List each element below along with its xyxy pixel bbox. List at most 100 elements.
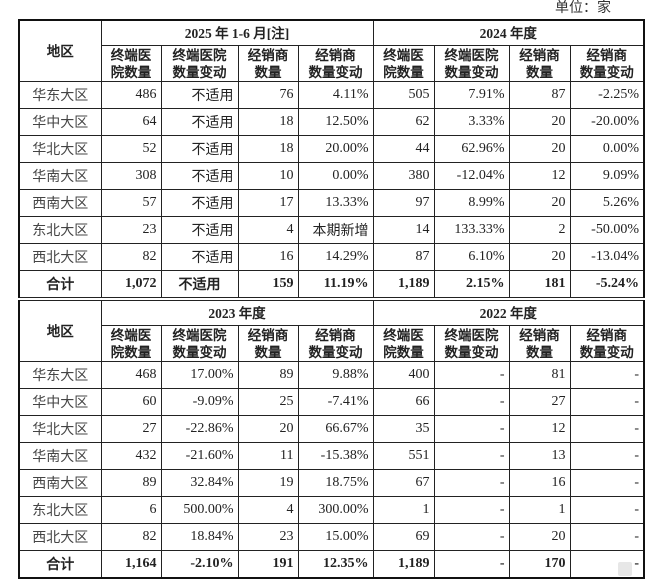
value-cell: 5.26% bbox=[569, 189, 645, 217]
table-row: 华东大区 486 不适用 76 4.11% 505 7.91% 87 -2.25% bbox=[18, 81, 645, 109]
value-cell: 500.00% bbox=[160, 496, 239, 524]
column-header: 终端医 院数量 bbox=[372, 45, 435, 82]
value-cell: 97 bbox=[372, 189, 435, 217]
value-cell: 7.91% bbox=[433, 81, 510, 109]
value-cell: - bbox=[569, 550, 645, 579]
value-cell: - bbox=[433, 388, 510, 416]
value-cell: 133.33% bbox=[433, 216, 510, 244]
total-row: 合计 1,164 -2.10% 191 12.35% 1,189-170- bbox=[18, 550, 645, 579]
region-cell: 华东大区 bbox=[18, 81, 102, 109]
value-cell: 4 bbox=[237, 496, 299, 524]
region-cell: 西北大区 bbox=[18, 523, 102, 551]
value-cell: 12.50% bbox=[297, 108, 374, 136]
value-cell: 170 bbox=[508, 550, 571, 579]
value-cell: 不适用 bbox=[160, 270, 239, 298]
value-cell: 191 bbox=[237, 550, 299, 579]
value-cell: 66 bbox=[372, 388, 435, 416]
region-cell: 华南大区 bbox=[18, 442, 102, 470]
value-cell: - bbox=[569, 523, 645, 551]
value-cell: 82 bbox=[100, 243, 162, 271]
value-cell: -9.09% bbox=[160, 388, 239, 416]
value-cell: 27 bbox=[508, 388, 571, 416]
value-cell: 13 bbox=[508, 442, 571, 470]
column-header: 经销商 数量变动 bbox=[569, 45, 645, 82]
value-cell: 13.33% bbox=[297, 189, 374, 217]
value-cell: 1 bbox=[372, 496, 435, 524]
value-cell: 23 bbox=[100, 216, 162, 244]
table-row: 华南大区 432 -21.60% 11 -15.38% 551-13- bbox=[18, 442, 645, 470]
value-cell: 300.00% bbox=[297, 496, 374, 524]
period-header-row: 地区 2025 年 1-6 月[注] 2024 年度 bbox=[18, 19, 645, 82]
value-cell: 18.75% bbox=[297, 469, 374, 497]
value-cell: 不适用 bbox=[160, 189, 239, 217]
period-header: 2025 年 1-6 月[注] bbox=[100, 19, 374, 46]
value-cell: 62.96% bbox=[433, 135, 510, 163]
region-cell: 华东大区 bbox=[18, 361, 102, 389]
region-cell: 东北大区 bbox=[18, 216, 102, 244]
value-cell: -13.04% bbox=[569, 243, 645, 271]
value-cell: 23 bbox=[237, 523, 299, 551]
column-header: 经销商 数量变动 bbox=[297, 325, 374, 362]
column-header: 经销商 数量 bbox=[508, 45, 571, 82]
value-cell: -7.41% bbox=[297, 388, 374, 416]
value-cell: 76 bbox=[237, 81, 299, 109]
value-cell: 9.88% bbox=[297, 361, 374, 389]
value-cell: 25 bbox=[237, 388, 299, 416]
value-cell: 52 bbox=[100, 135, 162, 163]
value-cell: 57 bbox=[100, 189, 162, 217]
value-cell: 18 bbox=[237, 108, 299, 136]
table-row: 华东大区 468 17.00% 89 9.88% 400-81- bbox=[18, 361, 645, 389]
table-row: 西北大区 82 不适用 16 14.29% 87 6.10% 20 -13.04% bbox=[18, 243, 645, 271]
value-cell: 不适用 bbox=[160, 108, 239, 136]
distribution-table-2025-2024: 地区 2025 年 1-6 月[注] 2024 年度 终端医 院数量 终端医院 数量变动… bbox=[18, 19, 645, 298]
value-cell: 4 bbox=[237, 216, 299, 244]
value-cell: 3.33% bbox=[433, 108, 510, 136]
value-cell: - bbox=[433, 442, 510, 470]
region-header: 地区 bbox=[18, 300, 102, 362]
table-row: 华南大区 308 不适用 10 0.00% 380 -12.04% 12 9.09% bbox=[18, 162, 645, 190]
value-cell: 16 bbox=[237, 243, 299, 271]
value-cell: 505 bbox=[372, 81, 435, 109]
value-cell: 6.10% bbox=[433, 243, 510, 271]
value-cell: 1 bbox=[508, 496, 571, 524]
value-cell: -50.00% bbox=[569, 216, 645, 244]
period-header: 2024 年度 bbox=[372, 19, 645, 46]
unit-label: 单位：家 bbox=[555, 1, 611, 16]
value-cell: 1,189 bbox=[372, 550, 435, 579]
value-cell: 不适用 bbox=[160, 162, 239, 190]
value-cell: 14.29% bbox=[297, 243, 374, 271]
period-header-row: 地区 2023 年度 2022 年度 bbox=[18, 300, 645, 362]
value-cell: 12.35% bbox=[297, 550, 374, 579]
value-cell: -12.04% bbox=[433, 162, 510, 190]
value-cell: 89 bbox=[100, 469, 162, 497]
region-cell: 东北大区 bbox=[18, 496, 102, 524]
value-cell: 不适用 bbox=[160, 135, 239, 163]
value-cell: 20.00% bbox=[297, 135, 374, 163]
value-cell: 2.15% bbox=[433, 270, 510, 298]
value-cell: - bbox=[569, 415, 645, 443]
column-header-row: 终端医 院数量 终端医院 数量变动 经销商 数量 经销商 数量变动 终端医 院数量 终端医… bbox=[19, 45, 645, 82]
value-cell: -21.60% bbox=[160, 442, 239, 470]
value-cell: 308 bbox=[100, 162, 162, 190]
column-header: 终端医 院数量 bbox=[100, 45, 162, 82]
table-row: 东北大区 6 500.00% 4 300.00% 1-1- bbox=[18, 496, 645, 524]
value-cell: 35 bbox=[372, 415, 435, 443]
value-cell: 20 bbox=[508, 108, 571, 136]
value-cell: 181 bbox=[508, 270, 571, 298]
region-cell: 西南大区 bbox=[18, 189, 102, 217]
table-row: 华中大区 60 -9.09% 25 -7.41% 66-27- bbox=[18, 388, 645, 416]
value-cell: - bbox=[569, 442, 645, 470]
value-cell: 17.00% bbox=[160, 361, 239, 389]
value-cell: 82 bbox=[100, 523, 162, 551]
period-header: 2022 年度 bbox=[372, 300, 645, 326]
value-cell: 380 bbox=[372, 162, 435, 190]
value-cell: 0.00% bbox=[569, 135, 645, 163]
column-header: 终端医 院数量 bbox=[372, 325, 435, 362]
region-header: 地区 bbox=[18, 19, 102, 82]
table-row: 东北大区 23 不适用 4 本期新增 14 133.33% 2 -50.00% bbox=[18, 216, 645, 244]
value-cell: 17 bbox=[237, 189, 299, 217]
value-cell: -15.38% bbox=[297, 442, 374, 470]
value-cell: - bbox=[569, 388, 645, 416]
total-row: 合计 1,072 不适用 159 11.19% 1,189 2.15% 181 -5.24% bbox=[18, 270, 645, 298]
value-cell: -22.86% bbox=[160, 415, 239, 443]
